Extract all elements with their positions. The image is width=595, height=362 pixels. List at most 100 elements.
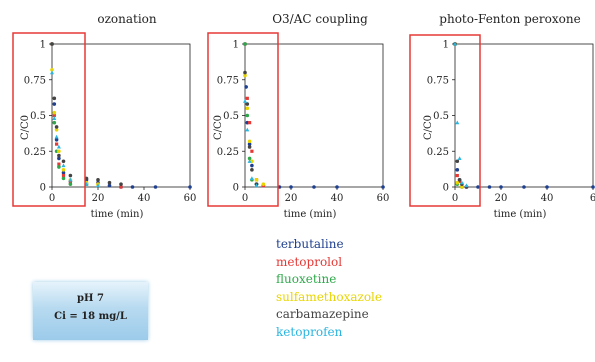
plot-area: [244, 43, 384, 188]
y-axis-label: C/C0: [213, 115, 224, 140]
x-tick-label: 0: [452, 193, 458, 204]
legend-item-fluoxetine: fluoxetine: [276, 272, 337, 287]
ph-label: pH 7: [77, 293, 104, 304]
data-point: [188, 185, 192, 189]
y-tick-label: 0.25: [217, 147, 239, 158]
concentration-label: Ci = 18 mg/L: [54, 311, 127, 322]
x-axis-label: time (min): [494, 209, 547, 220]
data-point: [96, 178, 100, 182]
y-tick-label: 0.75: [427, 75, 449, 86]
data-point: [457, 156, 462, 160]
chart-panel-2: O3/AC coupling 0 0.25 0.5 0.75 1 0 20 40 60 time (…: [207, 12, 389, 220]
data-point: [545, 185, 549, 189]
data-point: [50, 67, 54, 72]
data-point: [61, 159, 66, 164]
y-tick-label: 0: [233, 183, 239, 194]
series-fluoxetine: [50, 42, 89, 186]
highlight-box: [12, 32, 86, 207]
x-tick-label: 40: [541, 193, 554, 204]
data-point: [52, 120, 57, 125]
x-tick-label: 60: [184, 193, 197, 204]
y-tick-label: 1: [40, 40, 46, 51]
series-carbamazepine: [243, 70, 259, 186]
data-point: [52, 110, 57, 115]
data-point: [61, 176, 66, 181]
y-tick-label: 0.5: [223, 111, 239, 122]
data-point: [254, 178, 259, 182]
data-point: [243, 73, 247, 78]
data-point: [245, 96, 249, 100]
data-point: [68, 173, 73, 178]
series-metoprolol: [50, 42, 123, 189]
x-tick-label: 20: [92, 193, 105, 204]
data-point: [68, 177, 73, 182]
legend: terbutaline metoprolol fluoxetine sulfameth…: [276, 236, 382, 342]
data-point: [119, 182, 123, 186]
data-point: [250, 163, 254, 168]
data-point: [52, 113, 56, 118]
data-point: [487, 185, 492, 189]
data-point: [61, 173, 66, 178]
data-point: [245, 106, 250, 111]
data-point: [57, 162, 61, 166]
data-point: [335, 185, 339, 189]
data-point: [464, 183, 469, 188]
series-terbutaline: [243, 42, 385, 189]
x-tick-label: 40: [331, 193, 344, 204]
data-point: [50, 70, 54, 75]
data-point: [96, 183, 100, 188]
data-point: [460, 185, 464, 189]
data-point: [57, 165, 61, 169]
x-axis-label: time (min): [91, 209, 144, 220]
data-point: [476, 185, 480, 189]
y-tick-label: 0.75: [24, 75, 46, 86]
data-point: [244, 85, 248, 89]
data-point: [522, 185, 526, 189]
conditions-box: pH 7 Ci = 18 mg/L: [33, 282, 148, 340]
data-point: [455, 168, 460, 172]
series-ketoprofen: [243, 99, 259, 188]
data-point: [261, 182, 266, 186]
data-point: [54, 138, 59, 142]
data-point: [245, 127, 250, 132]
y-tick-label: 0.5: [433, 111, 449, 122]
data-point: [247, 159, 252, 163]
data-point: [247, 139, 252, 144]
series-carbamazepine: [50, 42, 123, 186]
y-tick-label: 0: [40, 183, 46, 194]
plot-area: [51, 43, 191, 188]
data-point: [119, 185, 123, 189]
data-point: [54, 128, 59, 132]
data-point: [243, 99, 247, 103]
legend-item-sulfamethoxazole: sulfamethoxazole: [276, 289, 382, 304]
highlight-box: [207, 32, 279, 207]
x-tick-label: 20: [495, 193, 508, 204]
y-tick-label: 0.75: [217, 75, 239, 86]
data-point: [61, 170, 66, 175]
data-point: [247, 156, 252, 161]
plot-area: [454, 43, 594, 188]
data-point: [455, 159, 460, 164]
data-point: [459, 180, 464, 185]
series-terbutaline: [453, 42, 595, 189]
chart-title: O3/AC coupling: [272, 12, 368, 26]
data-point: [591, 185, 595, 189]
data-point: [254, 183, 259, 188]
data-point: [61, 168, 66, 172]
y-tick-label: 0.25: [427, 147, 449, 158]
y-tick-label: 1: [233, 40, 239, 51]
chart-panel-3: photo-Fenton peroxone 0 0.25 0.5 0.75 1 0 20 40 6…: [409, 12, 595, 220]
data-point: [54, 134, 59, 139]
data-point: [50, 42, 54, 46]
legend-item-metoprolol: metoprolol: [276, 254, 343, 269]
data-point: [52, 102, 57, 106]
data-point: [289, 185, 293, 189]
data-point: [247, 142, 252, 146]
legend-item-terbutaline: terbutaline: [276, 237, 344, 251]
x-tick-label: 20: [285, 193, 298, 204]
x-tick-label: 40: [138, 193, 151, 204]
data-point: [57, 156, 61, 161]
data-point: [455, 173, 459, 178]
data-point: [499, 185, 503, 189]
